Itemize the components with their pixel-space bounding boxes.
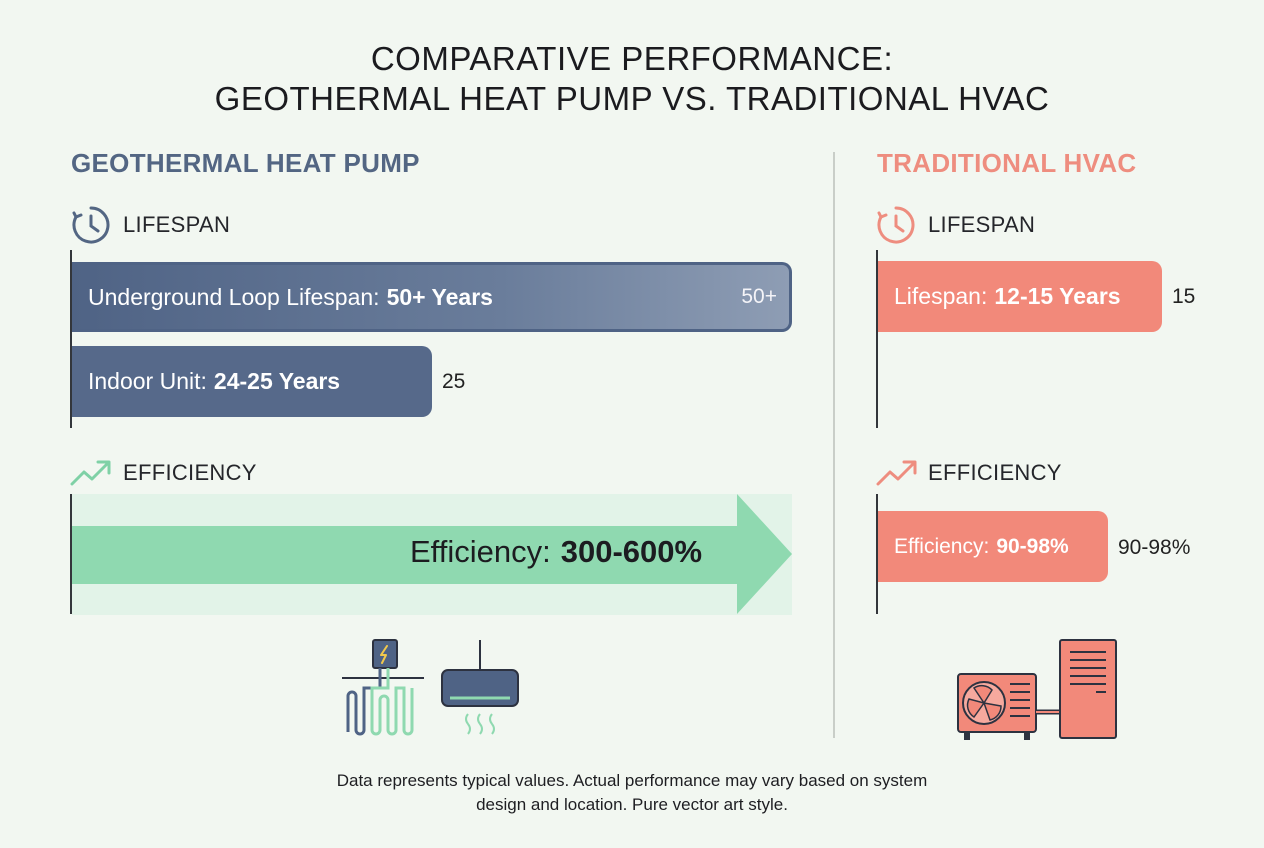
- bar-value-traditional-efficiency: 90-98%: [996, 534, 1069, 558]
- footnote-line-2: design and location. Pure vector art sty…: [476, 795, 788, 814]
- geothermal-efficiency-label: EFFICIENCY: [123, 460, 257, 485]
- footnote-line-1: Data represents typical values. Actual p…: [336, 771, 928, 790]
- bar-value-underground-loop: 50+ Years: [386, 283, 493, 310]
- traditional-lifespan-label: LIFESPAN: [928, 212, 1036, 237]
- chart-title-line-2: GEOTHERMAL HEAT PUMP VS. TRADITIONAL HVA…: [214, 80, 1050, 117]
- efficiency-label-geothermal: Efficiency:: [410, 534, 551, 569]
- end-label-underground-loop: 50+: [741, 285, 777, 308]
- efficiency-text-geothermal: Efficiency: 300-600%: [410, 534, 702, 570]
- clock-icon: [72, 206, 110, 244]
- ground-loop-icon: [342, 639, 424, 736]
- mini-split-icon: [441, 640, 519, 735]
- geothermal-lifespan-label: LIFESPAN: [123, 212, 231, 237]
- efficiency-arrow-bar: [72, 494, 792, 615]
- bar-label-underground-loop: Underground Loop Lifespan:: [88, 283, 380, 310]
- trend-up-icon: [70, 460, 111, 486]
- clock-icon: [877, 206, 915, 244]
- geothermal-efficiency-axis: [70, 494, 72, 614]
- bar-traditional-efficiency: Efficiency: 90-98%: [878, 511, 1108, 582]
- bar-value-indoor-unit: 24-25 Years: [213, 368, 341, 394]
- traditional-efficiency-axis: [876, 494, 878, 614]
- efficiency-value-geothermal: 300-600%: [560, 534, 703, 569]
- bar-label-indoor-unit: Indoor Unit:: [88, 368, 207, 394]
- end-label-traditional-lifespan: 15: [1172, 285, 1196, 308]
- traditional-column-title: TRADITIONAL HVAC: [877, 148, 1137, 178]
- end-label-traditional-efficiency: 90-98%: [1118, 536, 1191, 559]
- geothermal-lifespan-axis: [70, 250, 72, 428]
- chart-title-line-1: COMPARATIVE PERFORMANCE:: [370, 40, 894, 77]
- geothermal-column-title: GEOTHERMAL HEAT PUMP: [71, 148, 420, 178]
- traditional-lifespan-axis: [876, 250, 878, 428]
- bar-label-traditional-lifespan: Lifespan:: [894, 283, 988, 309]
- traditional-efficiency-label: EFFICIENCY: [928, 460, 1062, 485]
- outdoor-ac-furnace-icon: [957, 639, 1117, 740]
- footnote: Data represents typical values. Actual p…: [0, 769, 1264, 817]
- bar-traditional-lifespan: Lifespan: 12-15 Years: [878, 261, 1162, 332]
- bar-underground-loop: Underground Loop Lifespan: 50+ Years 50+: [72, 262, 792, 332]
- column-divider: [833, 152, 835, 738]
- trend-up-icon: [876, 460, 917, 486]
- bar-label-traditional-efficiency: Efficiency:: [894, 534, 990, 558]
- bar-value-traditional-lifespan: 12-15 Years: [994, 283, 1121, 309]
- bar-indoor-unit: Indoor Unit: 24-25 Years: [72, 346, 432, 417]
- end-label-indoor-unit: 25: [442, 370, 466, 393]
